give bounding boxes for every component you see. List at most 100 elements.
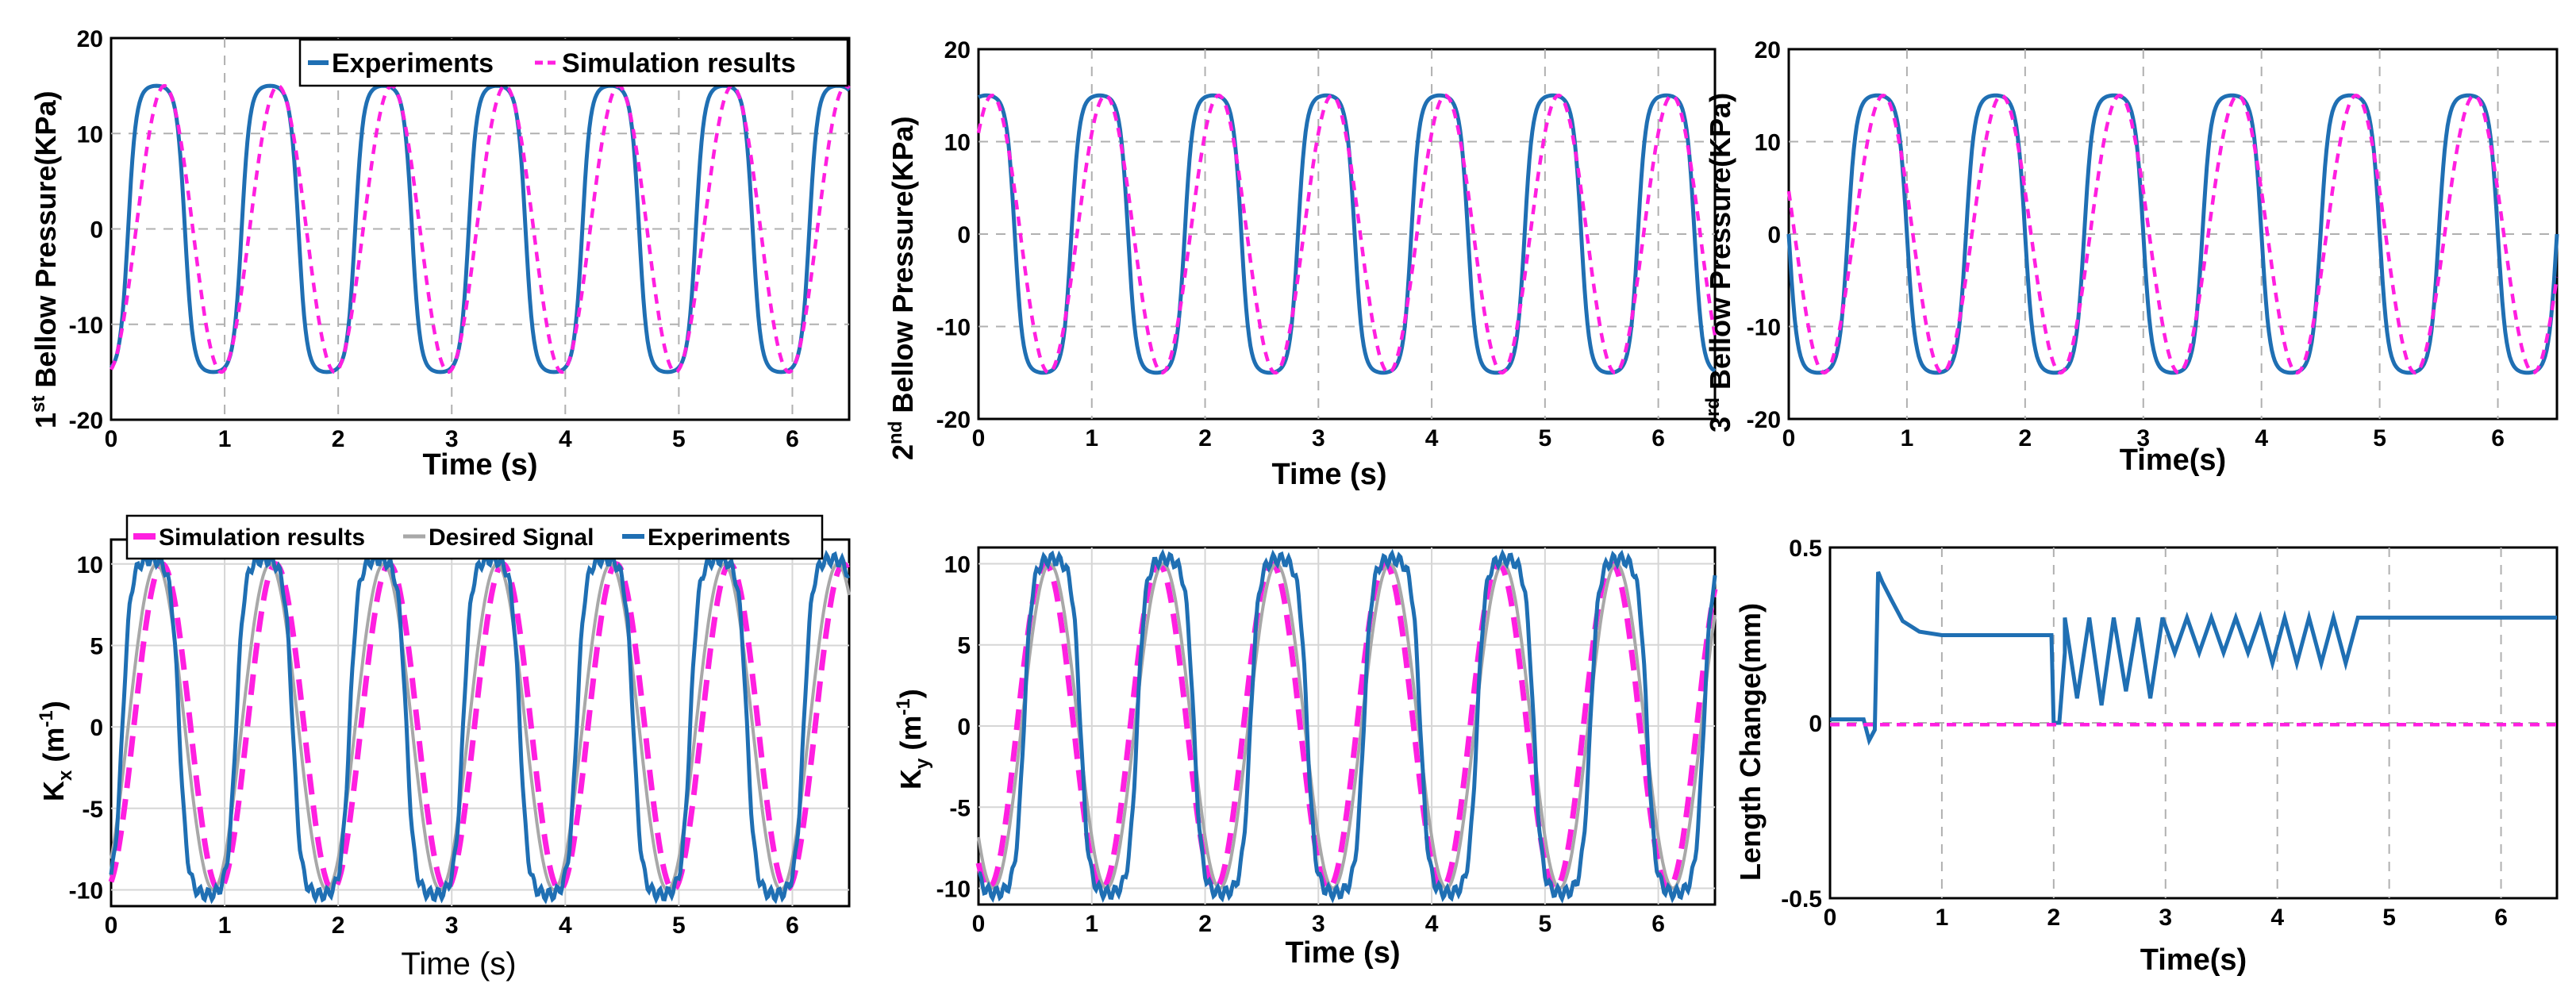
x-tick-label-6: 6 [2491, 425, 2505, 451]
y-tick-label-0: 0 [90, 715, 103, 741]
x-tick-label-0: 0 [105, 912, 118, 939]
y-tick-label--5: -5 [949, 795, 971, 821]
x-tick-label-0: 0 [972, 911, 986, 937]
panel-6-yticks: -0.5 0 0.5 [1781, 536, 1822, 912]
x-tick-label-2: 2 [1198, 425, 1212, 451]
panel-2-yticks: -20 -10 0 10 20 [936, 37, 971, 433]
y-tick-label-10: 10 [1755, 130, 1781, 156]
y-tick-label-20: 20 [944, 37, 971, 63]
panel-5-series [975, 548, 1718, 904]
series-line-simulation-results [1786, 93, 2559, 375]
x-tick-label-3: 3 [445, 912, 459, 939]
y-tick-label-0: 0 [1767, 222, 1781, 248]
y-tick-label-10: 10 [944, 551, 971, 578]
panel-5-ky: 0 1 2 3 4 5 6 -10 -5 0 5 10 Time (s) Ky (m-1) [893, 546, 1718, 970]
panel-2-ylabel: 2nd Bellow Pressure(KPa) [885, 117, 919, 461]
x-tick-label-5: 5 [1539, 425, 1552, 451]
panel-4-yticks: -10 -5 0 5 10 [69, 552, 103, 905]
y-tick-label-0.5: 0.5 [1789, 536, 1822, 562]
x-tick-label-3: 3 [2159, 905, 2172, 931]
panel-4-xlabel: Time (s) [401, 947, 516, 982]
panel-5-xticks: 0 1 2 3 4 5 6 [972, 911, 1665, 937]
series-line-experiments [109, 548, 851, 905]
panel-2-series [976, 93, 1717, 375]
panel-4-xticks: 0 1 2 3 4 5 6 [105, 912, 799, 939]
y-tick-label-10: 10 [944, 130, 971, 156]
panel-4-kx: 0 1 2 3 4 5 6 -10 -5 0 5 10 Time (s) Kx (m-1) Simu… [36, 514, 852, 982]
x-tick-label-4: 4 [559, 912, 572, 939]
series-line-experiments [1786, 93, 2559, 375]
panel-4-series [108, 548, 852, 905]
y-tick-label-20: 20 [1755, 37, 1781, 63]
y-tick-label--20: -20 [936, 407, 971, 433]
panel-5-ylabel: Ky (m-1) [893, 689, 933, 789]
x-tick-label-1: 1 [1085, 425, 1098, 451]
panel-3-series [1786, 93, 2559, 375]
panel-3-yticks: -20 -10 0 10 20 [1747, 37, 1781, 433]
panel-4-ylabel: Kx (m-1) [36, 701, 76, 801]
legend-label-experiments: Experiments [332, 48, 494, 79]
legend-label-desired: Desired Signal [429, 524, 594, 551]
x-tick-label-0: 0 [972, 425, 986, 451]
panel-2-xticks: 0 1 2 3 4 5 6 [972, 425, 1665, 451]
panel-4-legend-box [125, 514, 824, 560]
x-tick-label-0: 0 [1824, 905, 1837, 931]
y-tick-label--20: -20 [1747, 407, 1781, 433]
y-tick-label-0: 0 [90, 217, 103, 244]
panel-5-yticks: -10 -5 0 5 10 [936, 551, 971, 902]
series-line-experiments [978, 548, 1717, 904]
y-tick-label-0: 0 [957, 714, 971, 740]
x-tick-label-4: 4 [2255, 425, 2268, 451]
x-tick-label-5: 5 [672, 426, 686, 452]
x-tick-label-1: 1 [1901, 425, 1914, 451]
y-tick-label--0.5: -0.5 [1781, 886, 1822, 912]
panel-6-ylabel: Length Change(mm) [1734, 603, 1767, 881]
x-tick-label-0: 0 [105, 426, 118, 452]
y-tick-label-10: 10 [77, 121, 103, 148]
x-tick-label-1: 1 [1085, 911, 1098, 937]
panel-1-legend: Experiments Simulation results [298, 38, 849, 87]
y-tick-label--10: -10 [936, 877, 971, 903]
x-tick-label-0: 0 [1782, 425, 1796, 451]
panel-3-xticks: 0 1 2 3 4 5 6 [1782, 425, 2505, 451]
legend-label-simulation: Simulation results [562, 48, 796, 79]
y-tick-label-5: 5 [90, 633, 103, 659]
x-tick-label-2: 2 [332, 912, 345, 939]
legend-label-simulation: Simulation results [159, 524, 365, 551]
y-tick-label--20: -20 [69, 408, 103, 434]
series-line-simulation-results [975, 560, 1718, 892]
x-tick-label-3: 3 [1312, 911, 1325, 937]
x-tick-label-3: 3 [445, 426, 459, 452]
panel-6-xlabel: Time(s) [2140, 943, 2247, 977]
x-tick-label-2: 2 [332, 426, 345, 452]
y-tick-label--10: -10 [1747, 315, 1781, 341]
panel-4-legend: Simulation results Desired Signal Experi… [125, 514, 824, 560]
x-tick-label-1: 1 [1936, 905, 1949, 931]
panel-1-legend-box [298, 38, 849, 87]
x-tick-label-6: 6 [786, 912, 799, 939]
panel-2-xlabel: Time (s) [1271, 458, 1386, 491]
y-tick-label-5: 5 [957, 633, 971, 659]
x-tick-label-2: 2 [2019, 425, 2032, 451]
x-tick-label-2: 2 [1198, 911, 1212, 937]
x-tick-label-4: 4 [1425, 425, 1439, 451]
y-tick-label--5: -5 [82, 797, 103, 823]
x-tick-label-5: 5 [2382, 905, 2396, 931]
y-tick-label--10: -10 [69, 878, 103, 904]
panel-1-ylabel: 1st Bellow Pressure(KPa) [28, 90, 62, 428]
x-tick-label-1: 1 [218, 426, 232, 452]
panel-3-xlabel: Time(s) [2120, 444, 2226, 477]
panel-1-xticks: 0 1 2 3 4 5 6 [105, 426, 799, 452]
y-tick-label-0: 0 [1809, 711, 1822, 737]
x-tick-label-2: 2 [2047, 905, 2061, 931]
x-tick-label-6: 6 [2494, 905, 2508, 931]
series-line-simulation-results [110, 83, 851, 375]
panel-3-ylabel: 3rd Bellow Pressure(KPa) [1702, 93, 1736, 432]
series-line-experiments [977, 93, 1717, 375]
panel-6-xticks: 0 1 2 3 4 5 6 [1824, 905, 2508, 931]
x-tick-label-5: 5 [2373, 425, 2386, 451]
series-line-simulation-results [976, 94, 1717, 375]
x-tick-label-6: 6 [1651, 911, 1665, 937]
panel-4-grid [111, 540, 849, 906]
